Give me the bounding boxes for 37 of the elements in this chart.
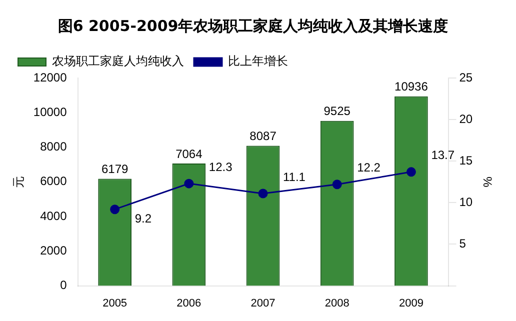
point [332, 180, 342, 190]
y2-tick-label: 5 [459, 236, 466, 251]
data-label: 12.3 [208, 160, 233, 174]
legend-label: 农场职工家庭人均纯收入 [52, 54, 184, 68]
data-label: 9.2 [134, 212, 152, 226]
data-label: 10936 [394, 80, 428, 94]
y2-axis-title: % [480, 176, 494, 188]
y-tick-label: 10000 [33, 104, 68, 119]
data-label: 6179 [101, 162, 128, 176]
data-label: 8087 [250, 129, 277, 144]
chart-title: 图6 2005-2009年农场职工家庭人均纯收入及其增长速度 [58, 16, 448, 35]
data-label: 11.1 [283, 170, 306, 184]
legend-label: 比上年增长 [228, 54, 288, 68]
data-label: 13.7 [431, 148, 455, 162]
data-label: 12.2 [357, 160, 381, 175]
point [258, 188, 268, 198]
x-tick-label: 2005 [102, 297, 128, 310]
y-tick-label: 4000 [40, 208, 68, 223]
data-label: 9525 [324, 104, 351, 118]
y-tick-label: 2000 [40, 243, 68, 258]
y2-tick-label: 10 [459, 194, 473, 209]
y-tick-label: 12000 [33, 70, 68, 84]
point [110, 204, 120, 214]
x-tick-label: 2009 [398, 297, 424, 310]
point [406, 167, 416, 177]
y-tick-label: 6000 [40, 174, 68, 188]
x-tick-label: 2008 [324, 297, 350, 310]
y2-tick-label: 20 [459, 112, 473, 126]
x-tick-label: 2006 [176, 297, 202, 310]
y2-tick-label: 15 [459, 153, 473, 168]
y2-tick-label: 25 [459, 70, 473, 84]
y-tick-label: 8000 [40, 140, 68, 154]
y-tick-label: 0 [60, 278, 68, 292]
data-label: 7064 [176, 146, 203, 161]
y-axis-title: 元 [12, 176, 26, 188]
x-tick-label: 2007 [250, 297, 276, 310]
point [184, 178, 194, 188]
